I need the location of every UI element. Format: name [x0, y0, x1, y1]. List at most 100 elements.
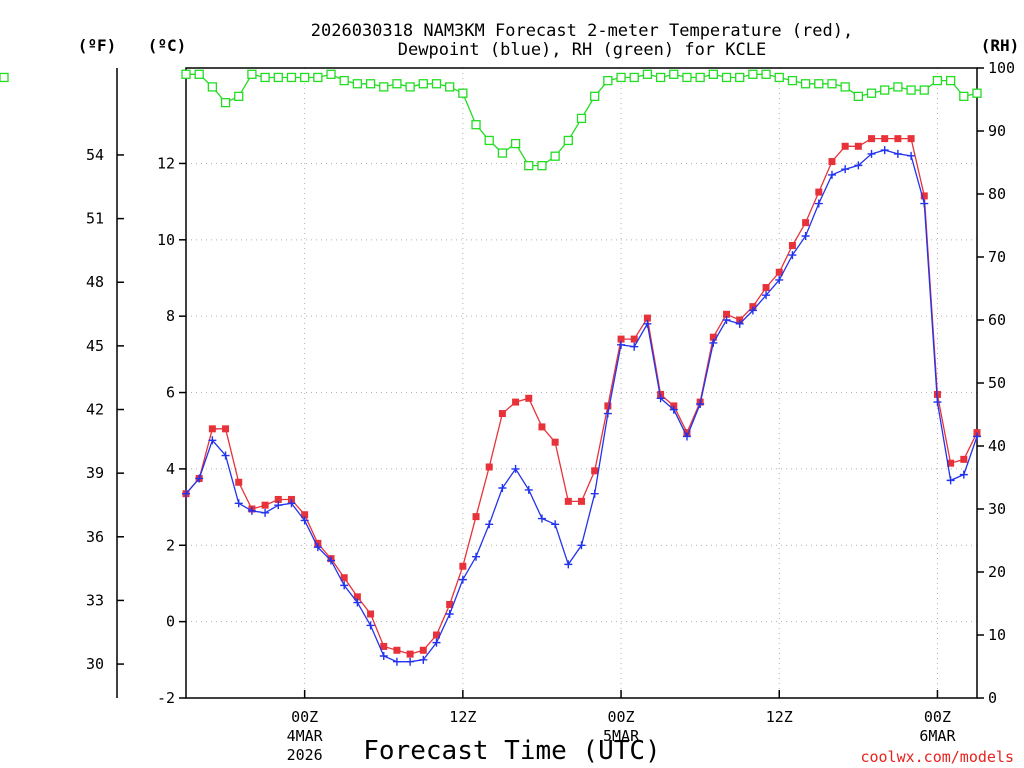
temperature-point: [353, 593, 361, 601]
temperature-point: [525, 394, 533, 402]
temperature-point: [564, 497, 572, 505]
dewpoint-point: [234, 499, 243, 508]
rh-point: [497, 148, 508, 158]
temperature-point: [881, 135, 889, 143]
temperature-point: [446, 600, 454, 608]
temperature-point: [920, 192, 928, 200]
rh-point: [286, 72, 297, 83]
fahrenheit-tick-label: 45: [86, 337, 104, 355]
dewpoint-point: [709, 338, 718, 347]
temperature-point: [604, 402, 612, 410]
temperature-point: [208, 425, 216, 433]
temperature-point: [274, 495, 282, 503]
dewpoint-point: [696, 400, 705, 408]
time-tick-label: 00Z: [291, 708, 318, 726]
temperature-point: [788, 242, 796, 250]
temperature-point: [591, 467, 599, 475]
rh-tick-label: 90: [988, 122, 1006, 140]
rh-point: [880, 85, 890, 95]
temperature-point: [406, 650, 414, 658]
time-tick-label: 12Z: [449, 708, 476, 726]
temperature-point: [578, 497, 585, 505]
rh-point: [616, 72, 626, 83]
rh-point: [972, 88, 982, 98]
fahrenheit-tick-label: 39: [86, 464, 104, 482]
dewpoint-point: [775, 275, 784, 284]
data-series: [0, 69, 982, 666]
rh-point: [431, 79, 442, 89]
rh-point: [906, 85, 916, 95]
date-tick-label: 5MAR: [603, 727, 640, 745]
dewpoint-point: [722, 316, 731, 324]
temperature-point: [828, 158, 836, 166]
dewpoint-point: [472, 552, 481, 561]
rh-point: [735, 72, 745, 83]
rh-point: [919, 85, 929, 95]
temperature-point: [222, 425, 230, 433]
fahrenheit-tick-label: 42: [86, 401, 104, 419]
fahrenheit-tick-label: 48: [86, 273, 104, 291]
dewpoint-point: [485, 520, 494, 529]
dewpoint-point: [379, 652, 388, 660]
temperature-point: [709, 333, 717, 341]
rh-point: [669, 69, 679, 79]
rh-point: [537, 160, 547, 171]
dewpoint-point: [933, 398, 942, 407]
temperature-line: [185, 137, 978, 655]
dewpoint-point: [261, 508, 270, 517]
rh-tick-label: 0: [988, 689, 997, 707]
temperature-point: [551, 438, 559, 446]
temperature-point: [393, 646, 401, 654]
dewpoint-point: [867, 149, 876, 158]
dewpoint-point: [419, 655, 428, 664]
dewpoint-point: [182, 489, 190, 498]
temperature-point: [538, 423, 546, 431]
celsius-tick-label: 10: [157, 231, 175, 249]
dewpoint-point: [208, 436, 217, 445]
rh-point: [379, 82, 389, 92]
dewpoint-point: [340, 581, 349, 590]
dewpoint-point: [221, 451, 230, 460]
temperature-point: [301, 511, 309, 519]
rh-point: [365, 79, 376, 89]
rh-point: [0, 72, 9, 83]
celsius-axis-ticks: -2 0 2 4 6 8 10 12: [157, 154, 186, 707]
rh-point: [194, 69, 204, 79]
rh-tick-label: 40: [988, 437, 1006, 455]
dewpoint-point: [656, 394, 665, 403]
dewpoint-point: [920, 199, 929, 208]
dewpoint-point: [735, 319, 744, 328]
dewpoint-point: [287, 499, 296, 508]
rh-point: [484, 135, 494, 146]
temperature-point: [630, 335, 638, 343]
dewpoint-point: [537, 514, 546, 523]
dewpoint-point: [854, 161, 863, 170]
rh-point: [629, 72, 639, 83]
rh-point: [313, 72, 323, 83]
temperature-point: [960, 455, 968, 463]
rh-point: [339, 75, 349, 86]
rh-point: [524, 160, 534, 171]
rh-point: [550, 151, 560, 161]
fahrenheit-axis-ticks: 30 33 36 39 42 45 48 51 54: [86, 146, 124, 673]
series-dewpoint: [182, 146, 981, 666]
temperature-point: [459, 562, 467, 570]
temperature-point: [235, 478, 243, 486]
dewpoint-point: [247, 506, 256, 515]
rh-point: [893, 82, 903, 92]
temperature-point: [815, 188, 823, 196]
temperature-point: [854, 142, 862, 150]
dewpoint-point: [946, 476, 955, 485]
dewpoint-point: [274, 501, 283, 510]
celsius-tick-label: 2: [166, 536, 175, 554]
fahrenheit-tick-label: 33: [86, 591, 104, 609]
date-tick-label: 6MAR: [919, 727, 956, 745]
fahrenheit-tick-label: 36: [86, 528, 104, 546]
rh-point: [405, 82, 415, 92]
rh-point: [642, 69, 653, 79]
rh-point: [866, 88, 877, 98]
temperature-point: [419, 646, 427, 654]
dewpoint-point: [432, 638, 441, 647]
fahrenheit-tick-label: 30: [86, 655, 104, 673]
temperature-point: [868, 135, 876, 143]
